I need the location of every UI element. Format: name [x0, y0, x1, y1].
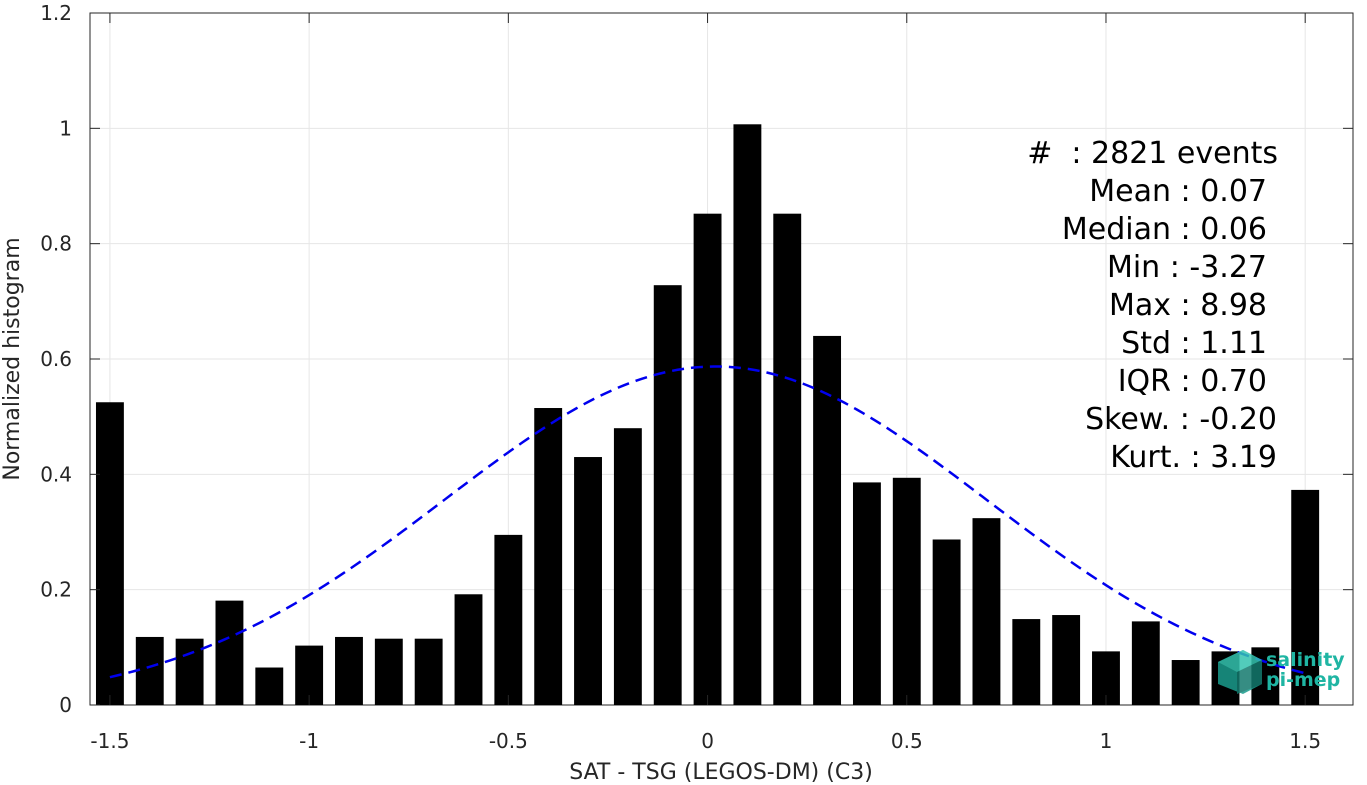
- x-axis-title: SAT - TSG (LEGOS-DM) (C3): [569, 760, 873, 785]
- bar-3: [215, 600, 244, 705]
- bar-20: [892, 477, 921, 705]
- x-tick-label-1: -1: [299, 729, 319, 753]
- bar-9: [454, 594, 483, 705]
- bar-7: [374, 638, 403, 705]
- bar-11: [534, 408, 563, 705]
- stat-min: Min : -3.27: [1107, 250, 1267, 285]
- y-tick-label-2: 0.4: [40, 462, 72, 486]
- bar-2: [175, 638, 204, 705]
- bar-6: [335, 636, 363, 705]
- stats-annotation: # : 2821 events Mean : 0.07 Median : 0.0…: [1027, 136, 1278, 475]
- x-axis-ticks: -1.5 -1 -0.5 0 0.5 1 1.5: [90, 13, 1321, 753]
- bar-19: [852, 482, 881, 705]
- bar-26: [1131, 621, 1160, 705]
- bar-30: [1291, 489, 1320, 705]
- bar-1: [135, 636, 164, 705]
- bar-23: [1012, 619, 1041, 705]
- y-tick-label-0: 0: [59, 693, 72, 717]
- bar-10: [494, 534, 523, 705]
- bar-15: [693, 213, 722, 705]
- stat-kurt: Kurt. : 3.19: [1110, 440, 1277, 475]
- x-tick-label-0: -1.5: [90, 729, 129, 753]
- y-axis-ticks: 0 0.2 0.4 0.6 0.8 1 1.2: [40, 1, 1353, 717]
- stat-events: # : 2821 events: [1027, 136, 1278, 171]
- stat-std: Std : 1.11: [1121, 326, 1267, 361]
- y-tick-label-6: 1.2: [40, 1, 72, 25]
- bar-21: [932, 539, 961, 705]
- x-tick-label-3: 0: [701, 729, 714, 753]
- x-tick-label-4: 0.5: [891, 729, 923, 753]
- salinity-pimep-logo: salinity pi-mep: [1218, 649, 1345, 694]
- bar-0: [95, 402, 124, 705]
- x-tick-label-5: 1: [1100, 729, 1113, 753]
- stat-max: Max : 8.98: [1109, 288, 1267, 323]
- stat-median: Median : 0.06: [1062, 212, 1267, 247]
- logo-text-line2: pi-mep: [1266, 669, 1340, 691]
- normal-fit-curve: [109, 365, 1306, 679]
- bar-22: [972, 518, 1001, 705]
- bar-27: [1171, 660, 1200, 705]
- logo-text-line1: salinity: [1266, 649, 1345, 671]
- x-tick-label-6: 1.5: [1289, 729, 1321, 753]
- bar-18: [813, 335, 842, 705]
- stat-iqr: IQR : 0.70: [1118, 364, 1267, 399]
- bar-4: [255, 667, 284, 705]
- bar-13: [613, 428, 642, 705]
- bars: [95, 124, 1320, 705]
- y-tick-label-5: 1: [59, 116, 72, 140]
- y-tick-label-1: 0.2: [40, 578, 72, 602]
- bar-17: [773, 213, 802, 705]
- bar-24: [1052, 615, 1081, 705]
- bar-12: [574, 457, 602, 705]
- y-tick-label-3: 0.6: [40, 347, 72, 371]
- stat-mean: Mean : 0.07: [1089, 174, 1267, 209]
- bar-14: [653, 285, 682, 705]
- stat-skew: Skew. : -0.20: [1085, 402, 1277, 437]
- y-axis-title: Normalized histogram: [0, 237, 25, 480]
- bar-8: [414, 638, 443, 705]
- bar-16: [733, 124, 762, 705]
- y-tick-label-4: 0.8: [40, 232, 72, 256]
- x-tick-label-2: -0.5: [489, 729, 528, 753]
- logo-cube-icon: [1218, 650, 1262, 694]
